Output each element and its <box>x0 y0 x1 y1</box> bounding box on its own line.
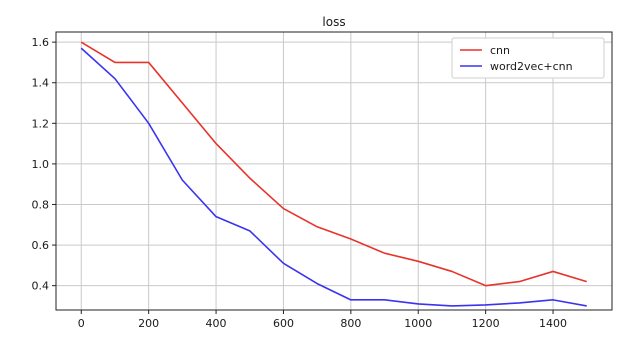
x-tick-label: 1000 <box>404 317 432 330</box>
y-tick-label: 0.6 <box>32 239 50 252</box>
y-tick-label: 0.4 <box>32 280 50 293</box>
x-tick-label: 1400 <box>539 317 567 330</box>
y-tick-label: 1.6 <box>32 36 50 49</box>
legend-box <box>451 37 605 79</box>
y-tick-label: 0.8 <box>32 198 50 211</box>
series-line-word2vec-cnn <box>80 47 587 307</box>
x-tick-label: 600 <box>273 317 294 330</box>
legend-label: word2vec+cnn <box>490 60 573 73</box>
series-line-cnn <box>80 41 587 287</box>
legend: cnn word2vec+cnn <box>451 37 605 79</box>
x-tick-label: 200 <box>138 317 159 330</box>
x-tick-label: 400 <box>206 317 227 330</box>
chart-title: loss <box>322 15 345 29</box>
legend-label: cnn <box>490 44 510 57</box>
series-lines <box>80 41 587 307</box>
axis-ticks: 0 200 400 600 800 1000 1200 1400 0.4 0.6 0.8 1.0 1.2… <box>32 36 568 330</box>
grid <box>56 32 612 310</box>
x-tick-label: 1200 <box>472 317 500 330</box>
x-tick-label: 0 <box>78 317 85 330</box>
y-tick-label: 1.0 <box>32 158 50 171</box>
x-tick-label: 800 <box>340 317 361 330</box>
y-tick-label: 1.4 <box>32 77 50 90</box>
plot-frame <box>55 31 613 311</box>
y-tick-label: 1.2 <box>32 117 50 130</box>
